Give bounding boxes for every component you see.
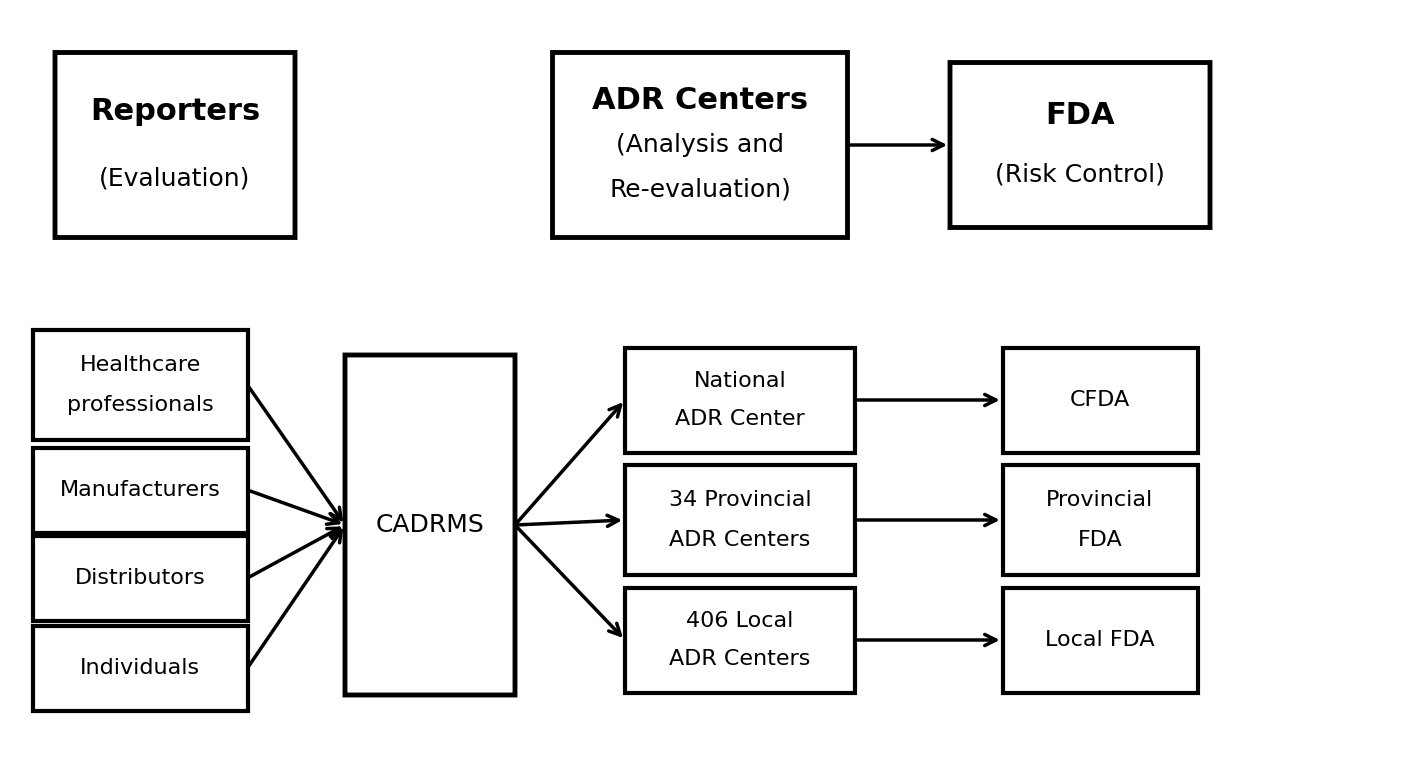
FancyBboxPatch shape <box>949 63 1210 228</box>
Text: professionals: professionals <box>67 395 214 415</box>
Text: 34 Provincial: 34 Provincial <box>669 491 812 510</box>
Text: Manufacturers: Manufacturers <box>60 480 221 500</box>
Text: ADR Centers: ADR Centers <box>592 86 808 115</box>
Text: Individuals: Individuals <box>79 658 200 678</box>
Text: (Risk Control): (Risk Control) <box>995 163 1165 187</box>
Text: ADR Center: ADR Center <box>674 409 805 429</box>
Bar <box>33 535 248 621</box>
FancyBboxPatch shape <box>344 355 514 695</box>
Text: Local FDA: Local FDA <box>1046 630 1155 650</box>
Bar <box>33 447 248 532</box>
Text: (Analysis and: (Analysis and <box>616 133 784 157</box>
Text: Provincial: Provincial <box>1046 491 1153 510</box>
Bar <box>33 330 248 440</box>
Text: Healthcare: Healthcare <box>79 355 201 375</box>
Bar <box>33 625 248 711</box>
Text: CADRMS: CADRMS <box>376 513 485 537</box>
FancyBboxPatch shape <box>553 52 847 238</box>
Bar <box>1002 347 1197 453</box>
Text: ADR Centers: ADR Centers <box>669 530 811 550</box>
Bar <box>625 587 854 693</box>
Text: FDA: FDA <box>1046 101 1115 129</box>
Text: Distributors: Distributors <box>75 568 205 588</box>
Text: FDA: FDA <box>1077 530 1122 550</box>
Bar <box>625 347 854 453</box>
Bar <box>625 465 854 575</box>
Text: National: National <box>694 371 786 391</box>
Text: 406 Local: 406 Local <box>686 611 794 631</box>
Bar <box>1002 587 1197 693</box>
Text: ADR Centers: ADR Centers <box>669 649 811 669</box>
Text: CFDA: CFDA <box>1070 390 1131 410</box>
FancyBboxPatch shape <box>55 52 295 238</box>
Text: (Evaluation): (Evaluation) <box>99 167 251 190</box>
Text: Reporters: Reporters <box>89 97 261 126</box>
Text: Re-evaluation): Re-evaluation) <box>609 177 791 201</box>
Bar <box>1002 465 1197 575</box>
